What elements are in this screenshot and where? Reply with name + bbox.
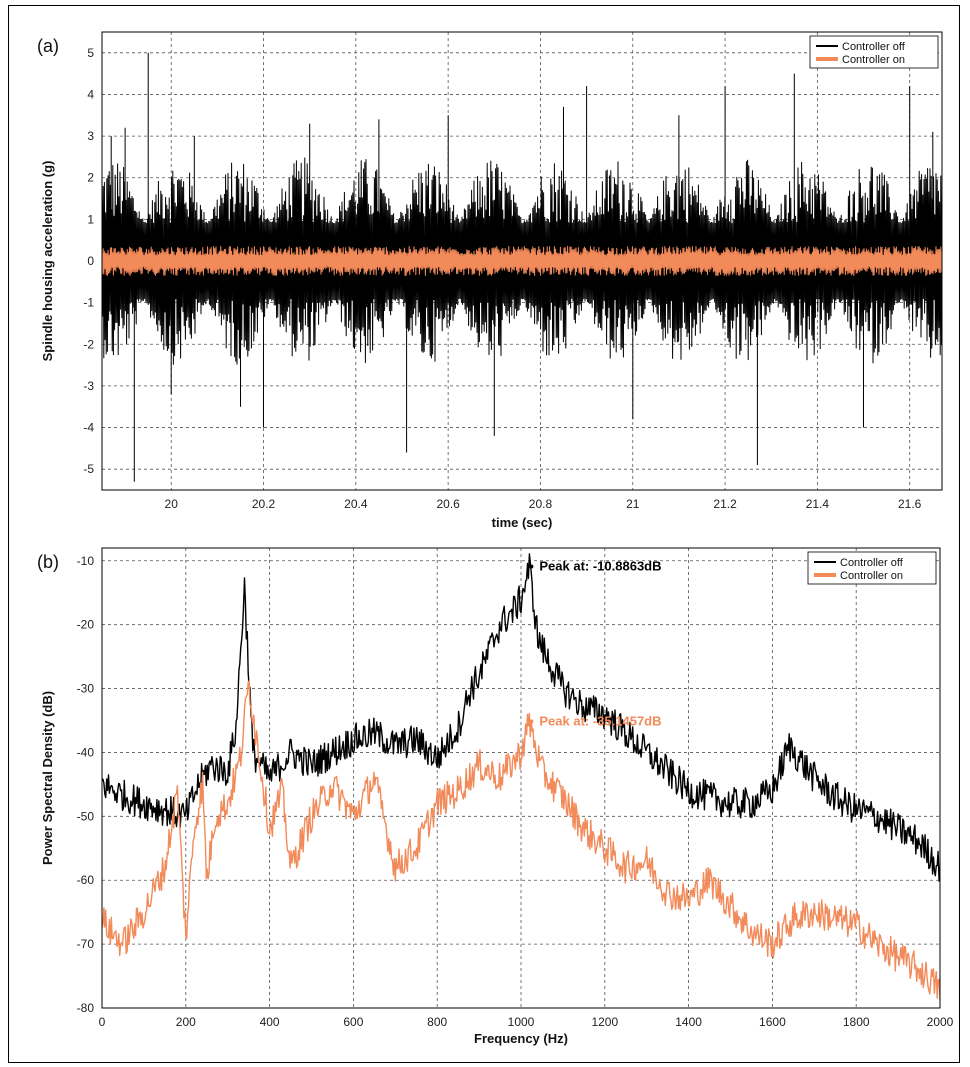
x-tick-label: 20.2 [252,497,276,511]
y-tick-label: -2 [83,337,94,351]
y-tick-label: -50 [77,809,95,823]
y-tick-label: -20 [77,618,95,632]
x-tick-label: 1200 [591,1015,618,1029]
plot-area-frame [101,31,943,491]
y-axis-label: Power Spectral Density (dB) [40,691,55,865]
series-group [102,553,940,1000]
legend-label: Controller off [842,41,906,53]
chart-panel-b: 0 200 400 600 800 1000 1200 1400 1600 1800 2000 -80… [37,547,954,1046]
y-tick-label: -3 [83,379,94,393]
y-tick-label: -5 [83,462,94,476]
legend-label: Controller off [840,557,904,569]
y-axis-label: Spindle housing acceleration (g) [40,161,55,362]
legend-label: Controller on [842,54,905,66]
x-tick-label: 600 [343,1015,363,1029]
peak-marker [529,719,534,724]
series-line-controller-off [102,553,940,882]
series-line-controller-off [102,52,942,482]
x-tick-label: 20.4 [344,497,368,511]
legend-box [807,551,937,585]
y-tick-label: -30 [77,682,95,696]
peak-annotation: Peak at: -35.1457dB [539,713,661,728]
x-tick-label: 1600 [759,1015,786,1029]
y-tick-label: 3 [87,129,94,143]
figure-frame [8,5,960,1063]
x-tick-label: 20 [165,497,179,511]
x-tick-label: 2000 [927,1015,954,1029]
x-tick-label: 21 [626,497,640,511]
plot-area-frame [101,547,941,1009]
y-tick-label: -70 [77,937,95,951]
legend-label: Controller on [840,570,903,582]
y-tick-label: -4 [83,421,94,435]
y-tick-label: -40 [77,745,95,759]
x-tick-label: 0 [99,1015,106,1029]
x-tick-label: 21.6 [898,497,922,511]
x-axis-label: Frequency (Hz) [474,1031,568,1046]
y-tick-label: 5 [87,46,94,60]
x-tick-label: 20.6 [436,497,460,511]
series-group [102,52,942,482]
y-tick-label: -80 [77,1001,95,1015]
y-tick-label: 2 [87,171,94,185]
y-tick-label: -1 [83,296,94,310]
legend-box [809,35,939,69]
x-tick-label: 21.4 [806,497,830,511]
y-tick-label: 4 [87,87,94,101]
x-tick-label: 1000 [508,1015,535,1029]
series-line-controller-on [102,680,940,1000]
peak-annotation: Peak at: -10.8863dB [539,558,661,573]
series-line-controller-on [102,245,942,277]
x-tick-label: 800 [427,1015,447,1029]
peak-marker [529,564,534,569]
x-tick-label: 1400 [675,1015,702,1029]
x-tick-label: 1800 [843,1015,870,1029]
x-tick-label: 400 [260,1015,280,1029]
x-axis-label: time (sec) [492,515,553,530]
chart-panel-a: 20 20.2 20.4 20.6 20.8 21 21.2 21.4 21.6-5-4-3-2… [37,31,943,530]
panel-label: (b) [37,552,59,572]
x-tick-label: 21.2 [713,497,737,511]
x-tick-label: 20.8 [529,497,553,511]
y-tick-label: 0 [87,254,94,268]
y-tick-label: 1 [87,212,94,226]
y-tick-label: -60 [77,873,95,887]
panel-label: (a) [37,36,59,56]
x-tick-label: 200 [176,1015,196,1029]
y-tick-label: -10 [77,554,95,568]
